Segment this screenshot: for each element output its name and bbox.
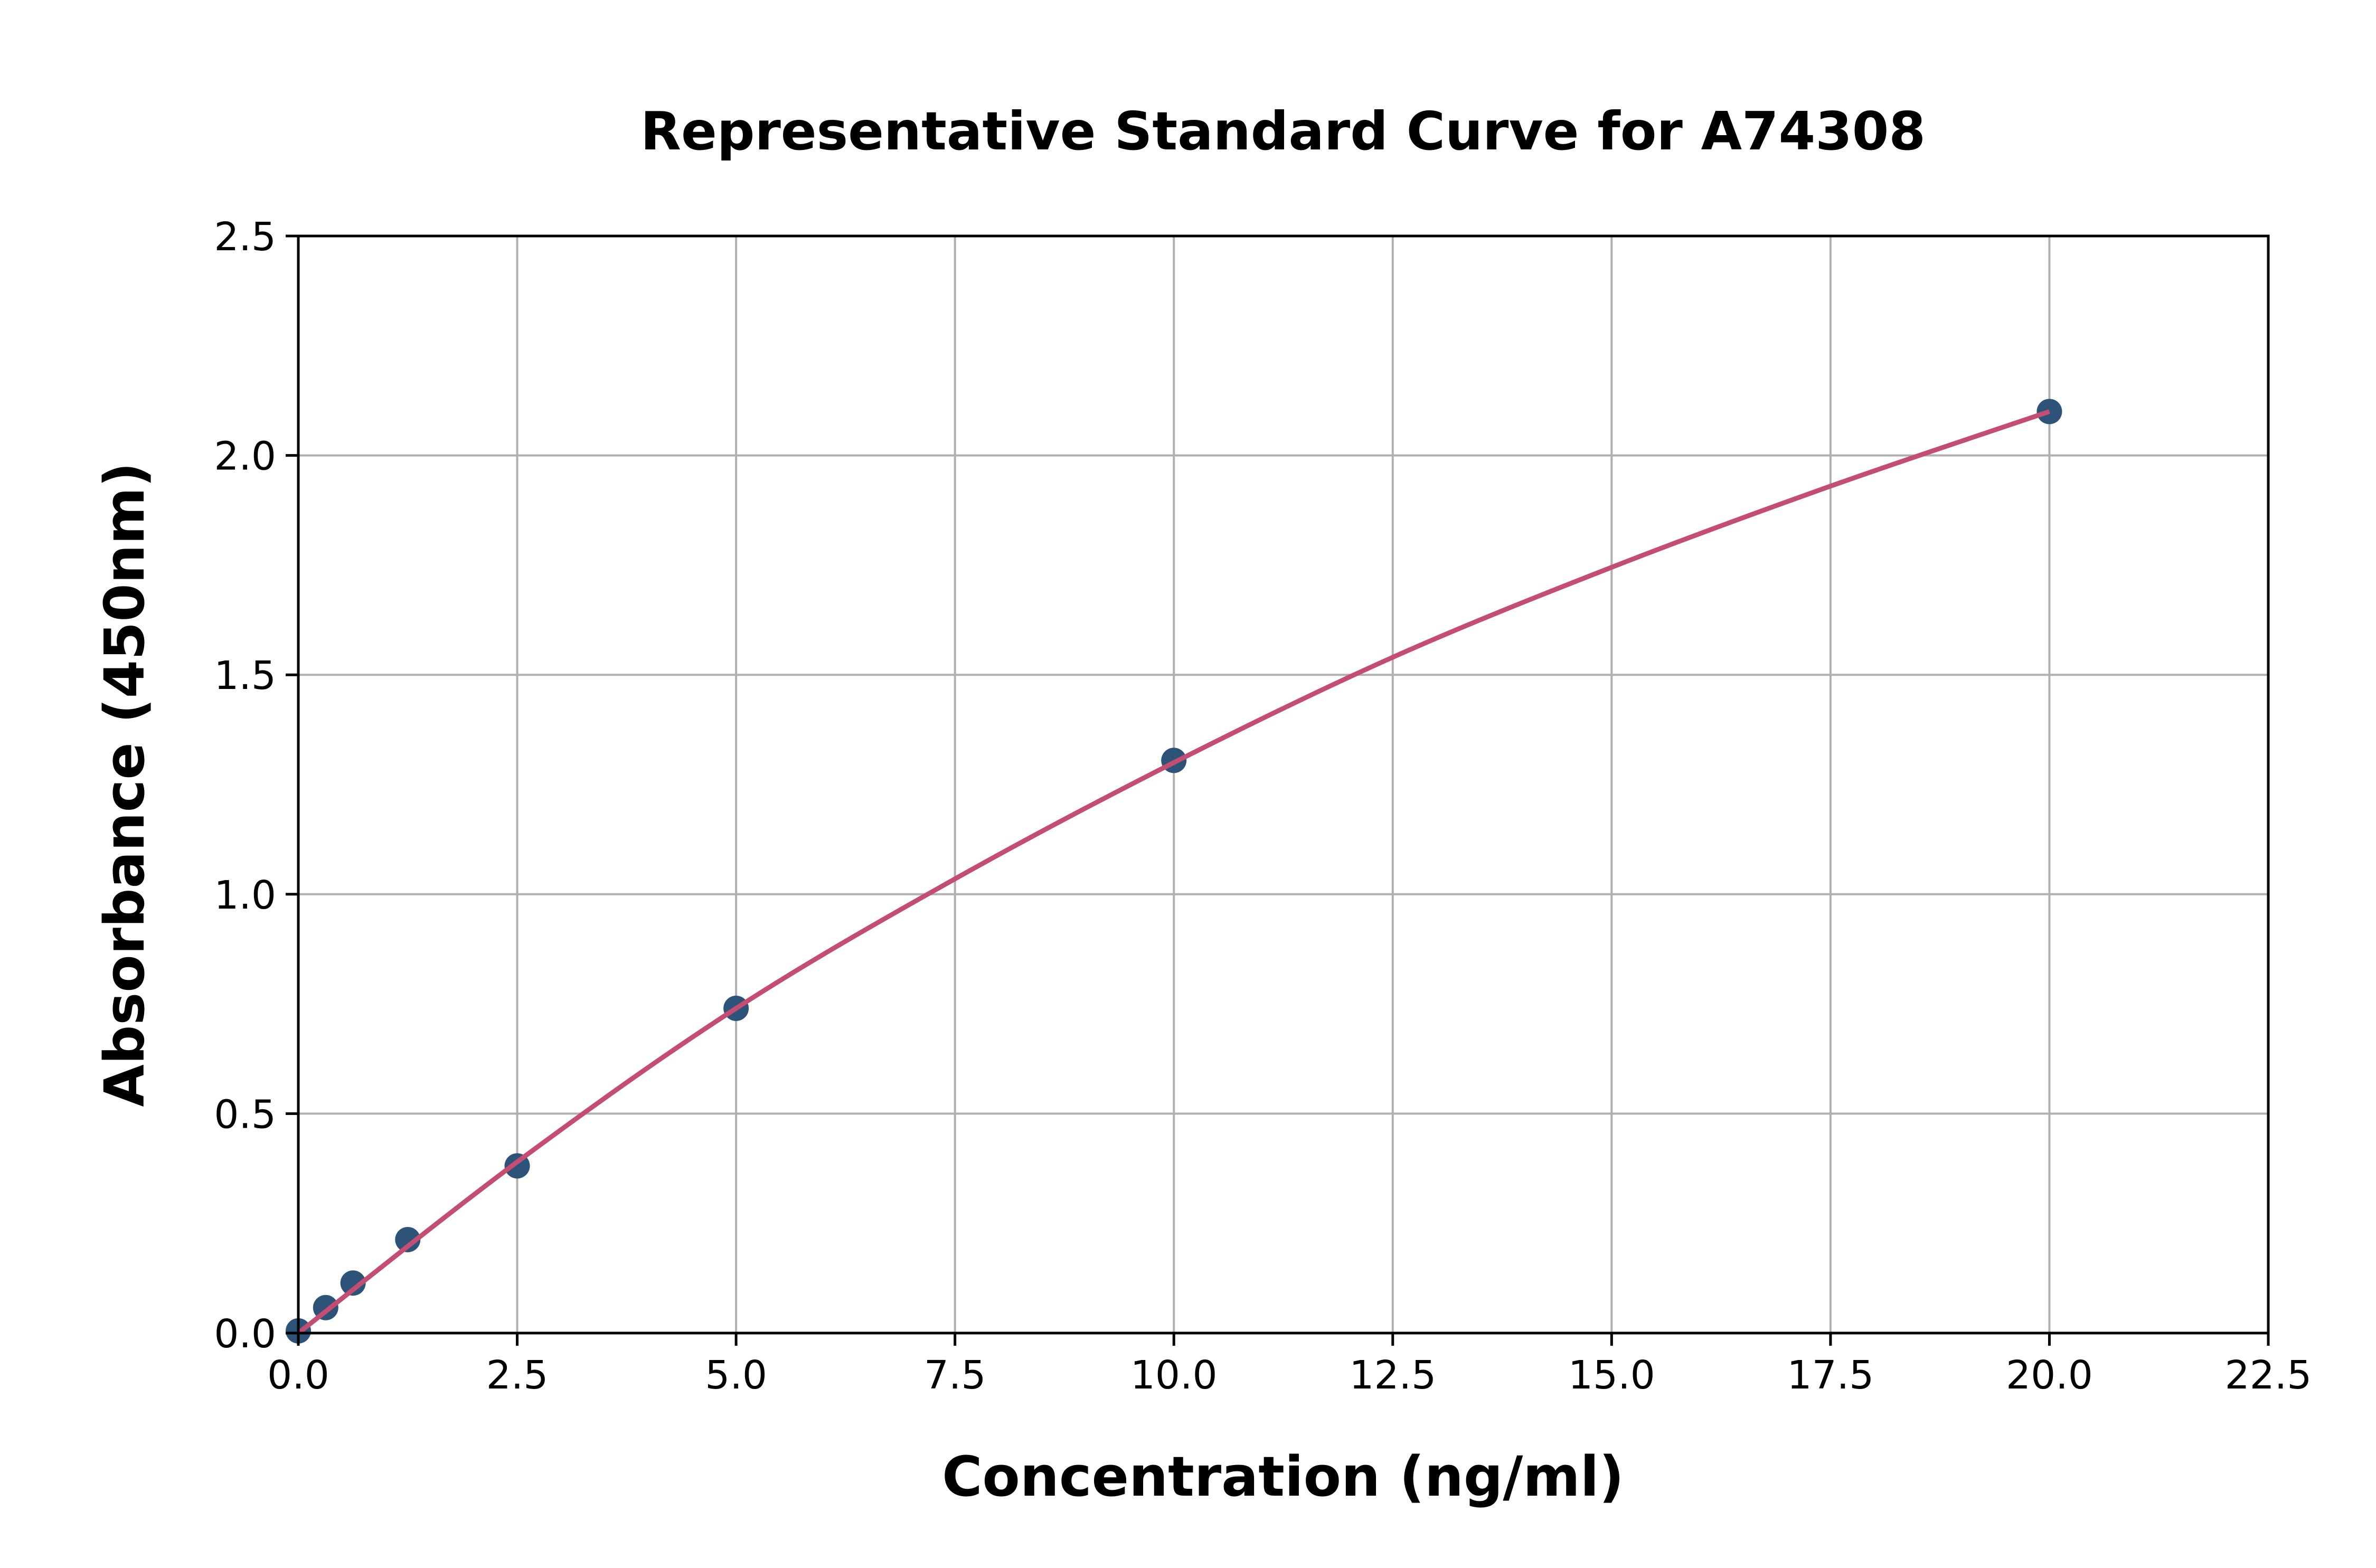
- plot-frame: [297, 234, 2270, 1335]
- y-tick-label: 0.0: [214, 1311, 276, 1357]
- x-tick-label: 0.0: [267, 1353, 329, 1398]
- x-axis-ticks: 0.0 2.5 5.0 7.5 10.0 12.5 15.0 17.5 20.0 22.5: [267, 1333, 2312, 1398]
- x-tick-label: 5.0: [705, 1353, 767, 1398]
- x-tick-label: 10.0: [1130, 1353, 1218, 1398]
- fit-curve-layer: [297, 409, 2050, 1335]
- x-tick-label: 22.5: [2225, 1353, 2312, 1398]
- data-point: [340, 1270, 366, 1296]
- x-axis-label: Concentration (ng/ml): [942, 1444, 1624, 1509]
- y-tick-label: 1.5: [214, 653, 276, 698]
- x-tick-label: 17.5: [1787, 1353, 1874, 1398]
- y-tick-label: 1.0: [214, 873, 276, 918]
- y-axis-ticks: 0.0 0.5 1.0 1.5 2.0 2.5: [214, 214, 298, 1357]
- data-point: [395, 1226, 421, 1252]
- y-tick-label: 0.5: [214, 1092, 276, 1137]
- x-tick-label: 15.0: [1568, 1353, 1655, 1398]
- y-tick-label: 2.0: [214, 434, 276, 479]
- x-tick-label: 12.5: [1349, 1353, 1436, 1398]
- fit-curve: [297, 409, 2050, 1335]
- chart-title: Representative Standard Curve for A74308: [640, 100, 1926, 162]
- x-tick-label: 7.5: [924, 1353, 986, 1398]
- x-tick-label: 2.5: [486, 1353, 549, 1398]
- y-tick-label: 2.5: [214, 214, 276, 260]
- x-tick-label: 20.0: [2006, 1353, 2093, 1398]
- grid: [297, 235, 2269, 1334]
- y-axis-label: Absorbance (450nm): [92, 462, 157, 1107]
